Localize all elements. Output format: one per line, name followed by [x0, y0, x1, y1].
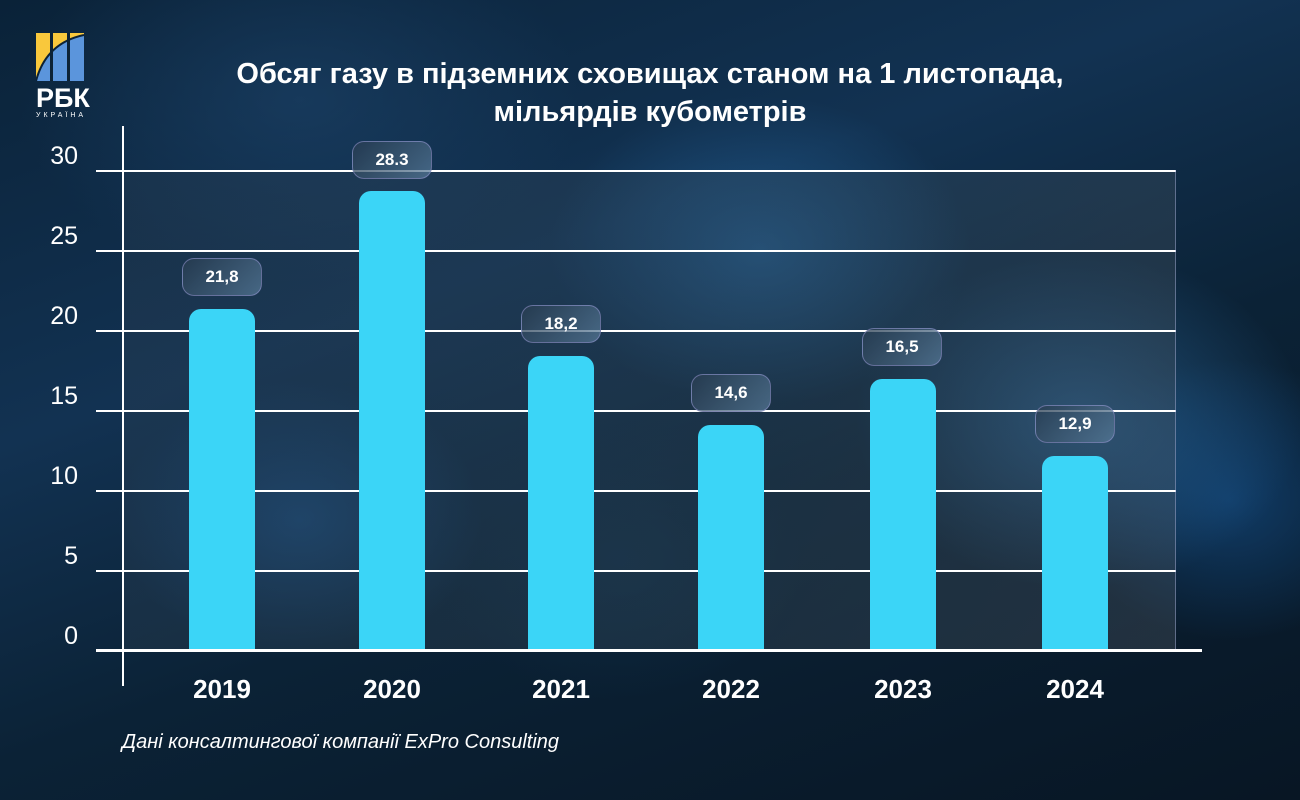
source-note: Дані консалтингової компанії ExPro Consu… [122, 731, 560, 753]
value-label-2024: 12,9 [1035, 405, 1115, 443]
gridline [96, 570, 1176, 572]
value-label-2020: 28.3 [352, 141, 432, 179]
y-tick-label: 0 [64, 622, 78, 650]
x-tick-label: 2024 [1046, 674, 1104, 704]
rbc-ukraine-logo: РБК УКРАЇНА [35, 33, 90, 119]
value-label-2019: 21,8 [182, 258, 262, 296]
logo-text: РБК [36, 83, 90, 113]
logo-mark-icon [35, 33, 85, 82]
x-tick-label: 2020 [363, 674, 421, 704]
value-label-2021: 18,2 [521, 305, 601, 343]
x-tick-label: 2023 [874, 674, 932, 704]
bar-2021 [528, 356, 594, 650]
gridline [96, 330, 1176, 332]
gridline [96, 170, 1176, 172]
bar-2023 [870, 379, 936, 650]
value-label-2022: 14,6 [691, 374, 771, 412]
x-axis [96, 649, 1202, 652]
chart-title: Обсяг газу в підземних сховищах станом н… [140, 55, 1160, 131]
y-tick-label: 15 [50, 382, 78, 410]
bar-2020 [359, 191, 425, 650]
chart-title-line-2: мільярдів кубометрів [493, 96, 807, 128]
bar-2024 [1042, 456, 1108, 650]
plot-right-border [1175, 170, 1176, 650]
x-tick-label: 2019 [193, 674, 251, 704]
x-tick-label: 2021 [532, 674, 590, 704]
y-tick-label: 20 [50, 302, 78, 330]
y-tick-label: 10 [50, 462, 78, 490]
gridline [96, 410, 1176, 412]
chart-title-line-1: Обсяг газу в підземних сховищах станом н… [236, 58, 1064, 90]
gridline [96, 250, 1176, 252]
gridline [96, 490, 1176, 492]
value-label-2023: 16,5 [862, 328, 942, 366]
y-tick-label: 5 [64, 542, 78, 570]
y-axis [122, 126, 124, 686]
y-tick-label: 30 [50, 142, 78, 170]
bar-2019 [189, 309, 255, 650]
bar-2022 [698, 425, 764, 650]
y-tick-label: 25 [50, 222, 78, 250]
logo-subtext: УКРАЇНА [36, 112, 87, 119]
x-tick-label: 2022 [702, 674, 760, 704]
